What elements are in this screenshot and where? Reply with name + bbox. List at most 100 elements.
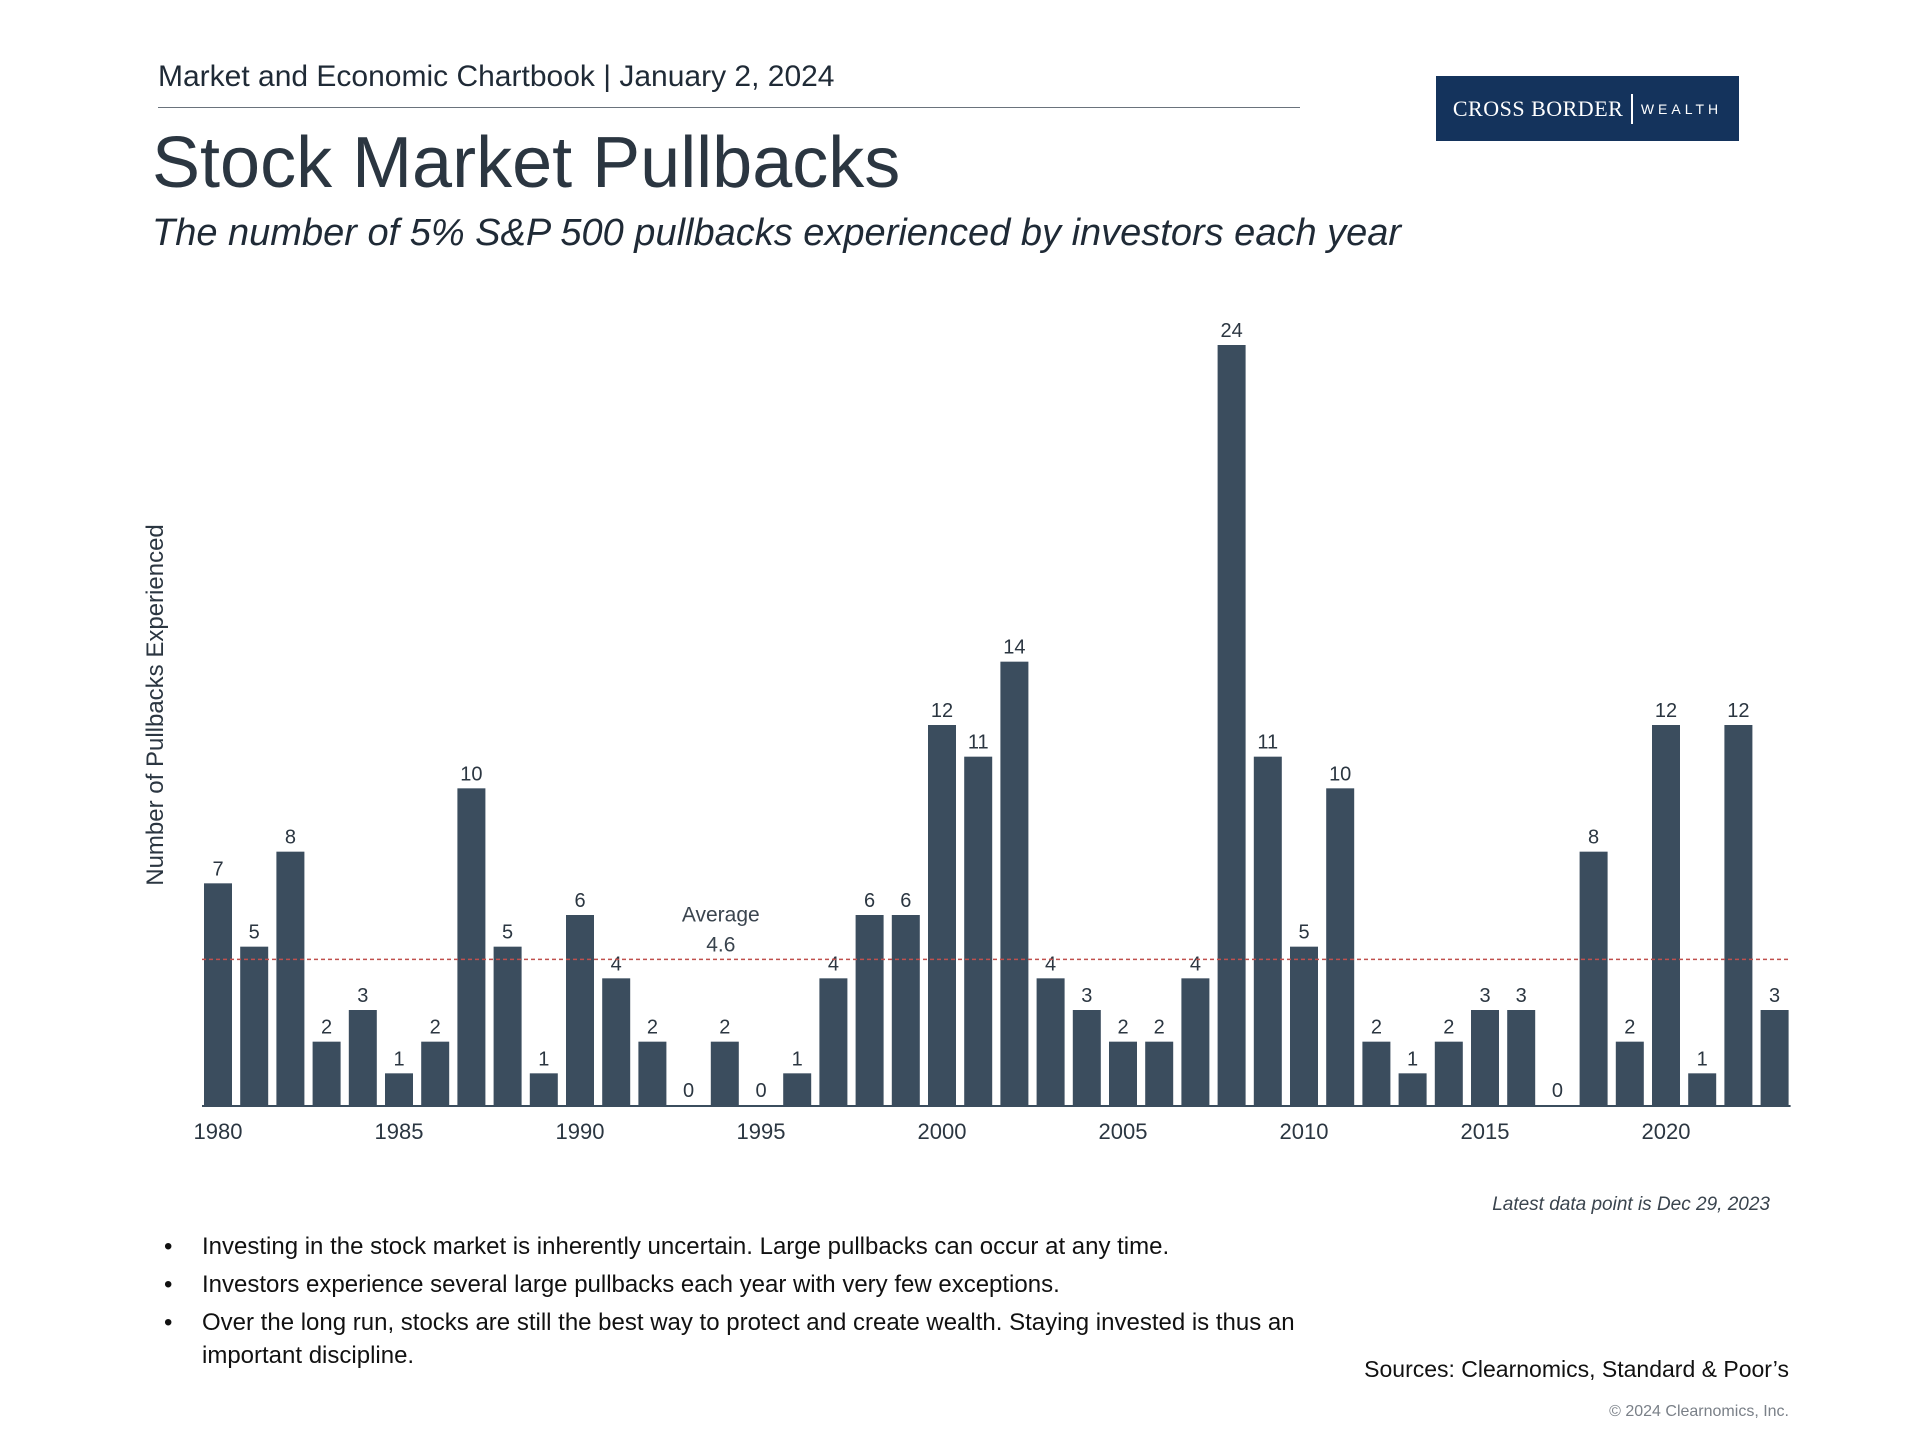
bar-value-label-1992: 2 (647, 1017, 658, 1039)
bar-value-label-1996: 1 (792, 1048, 803, 1070)
bar-value-label-2014: 2 (1443, 1017, 1454, 1039)
bar-value-label-1988: 5 (502, 922, 513, 944)
bar-2019 (1615, 1041, 1644, 1105)
bar-value-label-1997: 4 (828, 953, 839, 975)
x-tick-label-1990: 1990 (556, 1119, 605, 1144)
bar-1983 (312, 1041, 341, 1105)
y-axis-label: Number of Pullbacks Experienced (142, 524, 169, 886)
page-subtitle: The number of 5% S&P 500 pullbacks exper… (152, 212, 1402, 254)
bar-2012 (1362, 1041, 1391, 1105)
bar-value-label-1991: 4 (611, 953, 622, 975)
bar-value-label-2012: 2 (1371, 1017, 1382, 1039)
bullet-point: Investing in the stock market is inheren… (160, 1230, 1360, 1263)
bar-1985 (385, 1073, 413, 1105)
bar-2000 (928, 725, 956, 1105)
key-points-list: Investing in the stock market is inheren… (160, 1230, 1360, 1377)
bar-2020 (1652, 725, 1680, 1105)
bar-1986 (421, 1041, 450, 1105)
bar-value-label-1990: 6 (574, 890, 585, 912)
average-value-label: 4.6 (706, 933, 735, 956)
bar-value-label-2015: 3 (1479, 985, 1490, 1007)
logo-text-wealth: WEALTH (1640, 100, 1723, 117)
bar-value-label-2018: 8 (1588, 827, 1599, 849)
bar-2014 (1434, 1041, 1463, 1105)
bar-2001 (964, 756, 993, 1105)
header-divider (158, 107, 1300, 108)
bar-1990 (566, 915, 594, 1105)
bar-2010 (1290, 946, 1318, 1105)
bar-value-label-2019: 2 (1624, 1017, 1635, 1039)
copyright: © 2024 Clearnomics, Inc. (1609, 1403, 1789, 1420)
bar-1992 (638, 1041, 667, 1105)
bar-2023 (1760, 1010, 1789, 1105)
bar-value-label-2013: 1 (1407, 1048, 1418, 1070)
bar-value-label-2000: 12 (931, 700, 953, 722)
bar-1981 (240, 946, 269, 1105)
bar-value-label-1980: 7 (212, 858, 223, 880)
bar-1989 (529, 1073, 558, 1105)
bar-value-label-2011: 10 (1329, 763, 1351, 785)
x-tick-label-2010: 2010 (1280, 1119, 1329, 1144)
bar-2021 (1688, 1073, 1717, 1105)
brand-logo: CROSS BORDER WEALTH (1436, 76, 1739, 141)
bar-2018 (1579, 851, 1608, 1105)
x-tick-label-1985: 1985 (375, 1119, 424, 1144)
bar-1998 (855, 915, 884, 1105)
bar-value-label-2010: 5 (1298, 922, 1309, 944)
bar-1980 (204, 883, 232, 1105)
bar-value-label-2023: 3 (1769, 985, 1780, 1007)
bar-1984 (348, 1010, 377, 1105)
bar-2005 (1109, 1041, 1137, 1105)
chartbook-header: Market and Economic Chartbook | January … (158, 60, 835, 93)
bar-value-label-1982: 8 (285, 827, 296, 849)
bar-value-label-1986: 2 (430, 1017, 441, 1039)
bar-value-label-2009: 11 (1257, 732, 1278, 754)
sources-note: Sources: Clearnomics, Standard & Poor’s (1364, 1356, 1789, 1382)
bar-2016 (1507, 1010, 1536, 1105)
bar-value-label-2003: 4 (1045, 953, 1056, 975)
bar-2013 (1398, 1073, 1427, 1105)
x-tick-label-1980: 1980 (194, 1119, 243, 1144)
x-tick-label-2000: 2000 (918, 1119, 967, 1144)
x-tick-label-2020: 2020 (1642, 1119, 1691, 1144)
bar-2007 (1181, 978, 1210, 1105)
bar-value-label-2002: 14 (1003, 637, 1025, 659)
x-tick-label-2005: 2005 (1099, 1119, 1148, 1144)
bar-1996 (783, 1073, 812, 1105)
bar-1991 (602, 978, 631, 1105)
bar-1999 (891, 915, 920, 1105)
bar-value-label-2017: 0 (1552, 1080, 1563, 1102)
bar-2011 (1326, 788, 1355, 1105)
bar-value-label-2022: 12 (1727, 700, 1749, 722)
bar-1997 (819, 978, 848, 1105)
page-title: Stock Market Pullbacks (152, 123, 901, 203)
x-tick-label-1995: 1995 (737, 1119, 786, 1144)
bar-value-label-2005: 2 (1117, 1017, 1128, 1039)
bar-2009 (1253, 756, 1282, 1105)
bar-2003 (1036, 978, 1065, 1105)
bar-value-label-1993: 0 (683, 1080, 694, 1102)
bar-2004 (1072, 1010, 1101, 1105)
bar-value-label-1981: 5 (249, 922, 260, 944)
logo-text-cross-border: CROSS BORDER (1452, 95, 1624, 121)
bar-value-label-1994: 2 (719, 1017, 730, 1039)
bar-1987 (457, 788, 486, 1105)
bar-1994 (710, 1041, 739, 1105)
latest-data-note: Latest data point is Dec 29, 2023 (1492, 1194, 1770, 1215)
bar-2022 (1724, 725, 1753, 1105)
bar-value-label-2016: 3 (1516, 985, 1527, 1007)
bar-value-label-2020: 12 (1655, 700, 1677, 722)
bar-value-label-1999: 6 (900, 890, 911, 912)
average-label: Average (682, 903, 760, 926)
bar-1988 (493, 946, 522, 1105)
bar-1982 (276, 851, 305, 1105)
bar-value-label-2007: 4 (1190, 953, 1201, 975)
bar-value-label-2021: 1 (1697, 1048, 1708, 1070)
bar-value-label-1995: 0 (755, 1080, 766, 1102)
bar-2002 (1000, 661, 1029, 1105)
bar-value-label-2004: 3 (1081, 985, 1092, 1007)
bar-value-label-1984: 3 (357, 985, 368, 1007)
bar-value-label-1998: 6 (864, 890, 875, 912)
x-tick-label-2015: 2015 (1461, 1119, 1510, 1144)
